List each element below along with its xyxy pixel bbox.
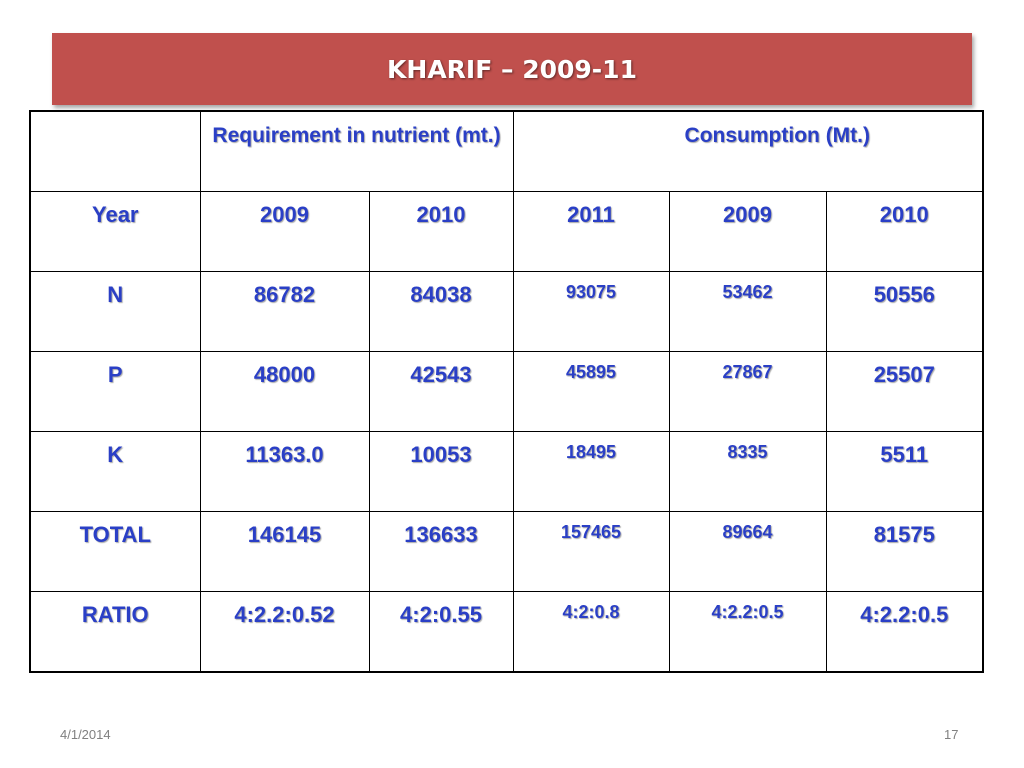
page-number: 17 (944, 727, 959, 742)
nutrient-table: Requirement in nutrient (mt.) Consumptio… (29, 110, 985, 673)
requirement-header: Requirement in nutrient (mt.) (199, 110, 514, 192)
table-cell: 4:2.2:0.52 (199, 591, 370, 673)
table-cell: 27867 (668, 351, 827, 432)
table-cell: 93075 (512, 271, 670, 352)
table-cell: 10053 (368, 431, 514, 512)
year-cell: 2010 (825, 191, 984, 272)
consumption-header: Consumption (Mt.) (512, 110, 984, 192)
table-cell: 8335 (668, 431, 827, 512)
row-label: RATIO (29, 591, 201, 673)
table-cell: 4:2.2:0.5 (668, 591, 827, 673)
row-label: K (29, 431, 201, 512)
row-label: N (29, 271, 201, 352)
year-cell: 2009 (199, 191, 370, 272)
table-cell: 84038 (368, 271, 514, 352)
table-cell: 5511 (825, 431, 984, 512)
table-cell: 53462 (668, 271, 827, 352)
empty-corner-cell (29, 110, 201, 192)
table-row: N 86782 84038 93075 53462 50556 (29, 271, 984, 352)
table-cell: 48000 (199, 351, 370, 432)
year-row: Year 2009 2010 2011 2009 2010 (29, 191, 984, 272)
table-cell: 11363.0 (199, 431, 370, 512)
table-cell: 146145 (199, 511, 370, 592)
row-label: P (29, 351, 201, 432)
table-cell: 81575 (825, 511, 984, 592)
row-label: TOTAL (29, 511, 201, 592)
year-cell: 2011 (512, 191, 670, 272)
table-cell: 42543 (368, 351, 514, 432)
table-cell: 86782 (199, 271, 370, 352)
table-row: P 48000 42543 45895 27867 25507 (29, 351, 984, 432)
year-cell: 2009 (668, 191, 827, 272)
table-cell: 25507 (825, 351, 984, 432)
table-row: RATIO 4:2.2:0.52 4:2:0.55 4:2:0.8 4:2.2:… (29, 591, 984, 673)
group-header-row: Requirement in nutrient (mt.) Consumptio… (29, 110, 984, 192)
table-cell: 89664 (668, 511, 827, 592)
year-label: Year (29, 191, 201, 272)
table-row: K 11363.0 10053 18495 8335 5511 (29, 431, 984, 512)
table-row: TOTAL 146145 136633 157465 89664 81575 (29, 511, 984, 592)
table-cell: 4:2.2:0.5 (825, 591, 984, 673)
table-cell: 45895 (512, 351, 670, 432)
slide-title: KHARIF – 2009-11 (387, 54, 637, 84)
year-cell: 2010 (368, 191, 514, 272)
footer-date: 4/1/2014 (60, 727, 111, 742)
table-cell: 50556 (825, 271, 984, 352)
table-cell: 4:2:0.8 (512, 591, 670, 673)
table-cell: 4:2:0.55 (368, 591, 514, 673)
slide-title-bar: KHARIF – 2009-11 (52, 33, 972, 105)
table-cell: 136633 (368, 511, 514, 592)
table-cell: 18495 (512, 431, 670, 512)
table-cell: 157465 (512, 511, 670, 592)
